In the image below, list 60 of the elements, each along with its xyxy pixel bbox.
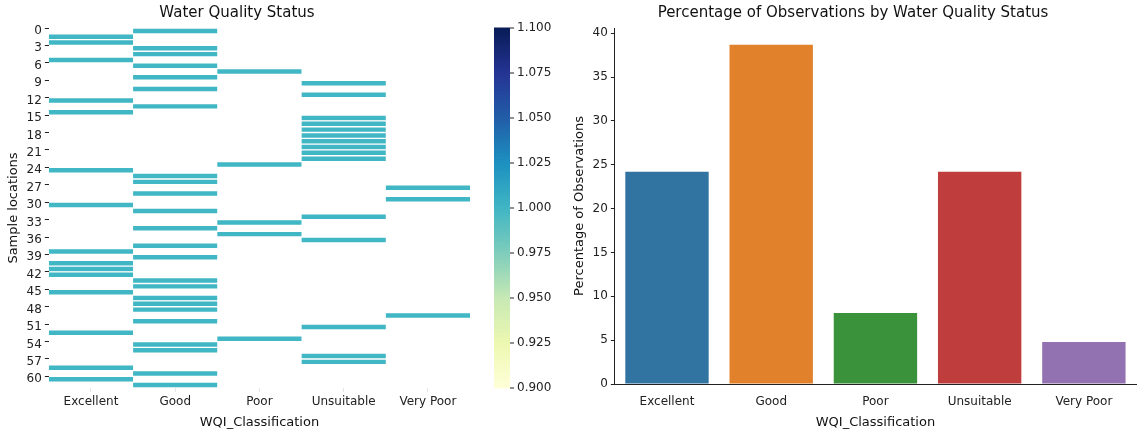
bar <box>1042 341 1126 384</box>
y-tick-label: 15 <box>26 110 42 125</box>
x-tick-label: Unsuitable <box>311 394 376 409</box>
y-tick-label: 54 <box>26 336 42 351</box>
y-tick-label: 42 <box>26 266 42 281</box>
x-tick-label: Poor <box>246 394 273 409</box>
color-bar-label: 1.025 <box>517 155 552 170</box>
y-tick-label: 33 <box>26 214 42 229</box>
y-tick-label: 48 <box>26 301 42 316</box>
x-tick-label: Poor <box>862 394 889 409</box>
y-tick-label: 18 <box>26 127 42 142</box>
y-tick-label: 15 <box>592 244 608 259</box>
color-bar-label: 0.975 <box>517 245 552 260</box>
y-tick-label: 36 <box>26 232 42 247</box>
bar <box>729 44 813 384</box>
color-bar-label: 1.075 <box>517 65 552 80</box>
color-bar-label: 0.925 <box>517 335 552 350</box>
y-tick-label: 30 <box>592 113 608 128</box>
color-bar-label: 1.000 <box>517 200 552 215</box>
chart-title: Percentage of Observations by Water Quality Status <box>657 2 1049 21</box>
y-tick-label: 51 <box>26 319 42 334</box>
y-tick-label: 25 <box>592 156 608 171</box>
x-tick-label: Good <box>159 394 192 409</box>
color-bar-label: 1.050 <box>517 110 552 125</box>
y-tick-label: 5 <box>600 332 608 347</box>
x-tick-label: Very Poor <box>399 394 457 409</box>
y-tick-label: 45 <box>26 284 42 299</box>
y-tick-label: 0 <box>600 376 608 391</box>
x-tick-label: Unsuitable <box>947 394 1012 409</box>
y-tick-label: 20 <box>592 200 608 215</box>
x-tick-label: Very Poor <box>1055 394 1113 409</box>
color-bar-label: 0.900 <box>517 380 552 395</box>
color-bar-label: 1.100 <box>517 20 552 35</box>
y-tick-label: 3 <box>34 40 42 55</box>
x-tick-label: Excellent <box>63 394 119 409</box>
y-tick-label: 30 <box>26 197 42 212</box>
bar <box>833 312 918 384</box>
x-tick-label: Excellent <box>639 394 695 409</box>
bar <box>937 171 1022 384</box>
y-tick-label: 12 <box>26 92 42 107</box>
y-tick-label: 9 <box>34 75 42 90</box>
y-axis-title: Sample locations <box>5 152 21 264</box>
x-tick-label: Good <box>755 394 788 409</box>
y-axis-title: Percentage of Observations <box>571 115 587 296</box>
y-tick-label: 21 <box>26 144 42 159</box>
chart-title: Water Quality Status <box>159 2 315 21</box>
x-axis-title: WQI_Classification <box>199 413 320 429</box>
bar <box>625 171 709 384</box>
y-tick-label: 0 <box>34 23 42 38</box>
y-tick-label: 10 <box>592 288 608 303</box>
y-tick-label: 6 <box>34 57 42 72</box>
y-tick-label: 24 <box>26 162 42 177</box>
y-tick-label: 40 <box>592 25 608 40</box>
y-tick-label: 60 <box>26 371 42 386</box>
y-tick-label: 27 <box>26 179 42 194</box>
y-tick-label: 35 <box>592 69 608 84</box>
y-tick-label: 57 <box>26 354 42 368</box>
color-bar-label: 0.950 <box>517 290 552 305</box>
y-tick-label: 39 <box>26 249 42 264</box>
x-axis-title: WQI_Classification <box>815 413 936 429</box>
